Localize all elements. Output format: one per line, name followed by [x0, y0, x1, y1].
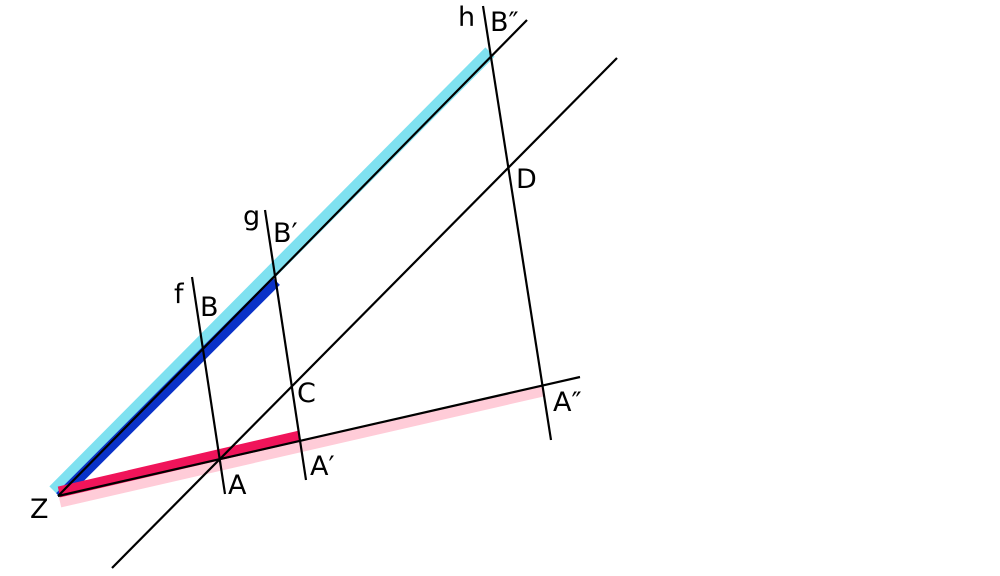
label-D: D [516, 164, 537, 195]
line-f [190, 276, 227, 495]
line-h [481, 5, 553, 441]
label-f: f [174, 279, 185, 310]
label-B-double-prime: B″ [490, 7, 519, 38]
label-A-double-prime: A″ [553, 387, 582, 418]
label-A-prime: A′ [310, 451, 335, 482]
ray-ZA2 [57, 375, 581, 498]
highlight-ZA1-magenta [57, 430, 302, 498]
label-h: h [458, 2, 475, 33]
label-g: g [243, 201, 260, 232]
label-C: C [297, 378, 316, 409]
highlight-ZB2-cyan [49, 47, 495, 496]
label-Z: Z [30, 494, 49, 525]
ray-ZB2 [57, 19, 528, 497]
highlight-ZB1-blue [56, 277, 280, 501]
line-through-A-C-D [111, 57, 618, 569]
line-g [263, 209, 308, 481]
label-B-prime: B′ [273, 218, 298, 249]
label-A: A [228, 470, 247, 501]
label-B: B [200, 292, 219, 323]
